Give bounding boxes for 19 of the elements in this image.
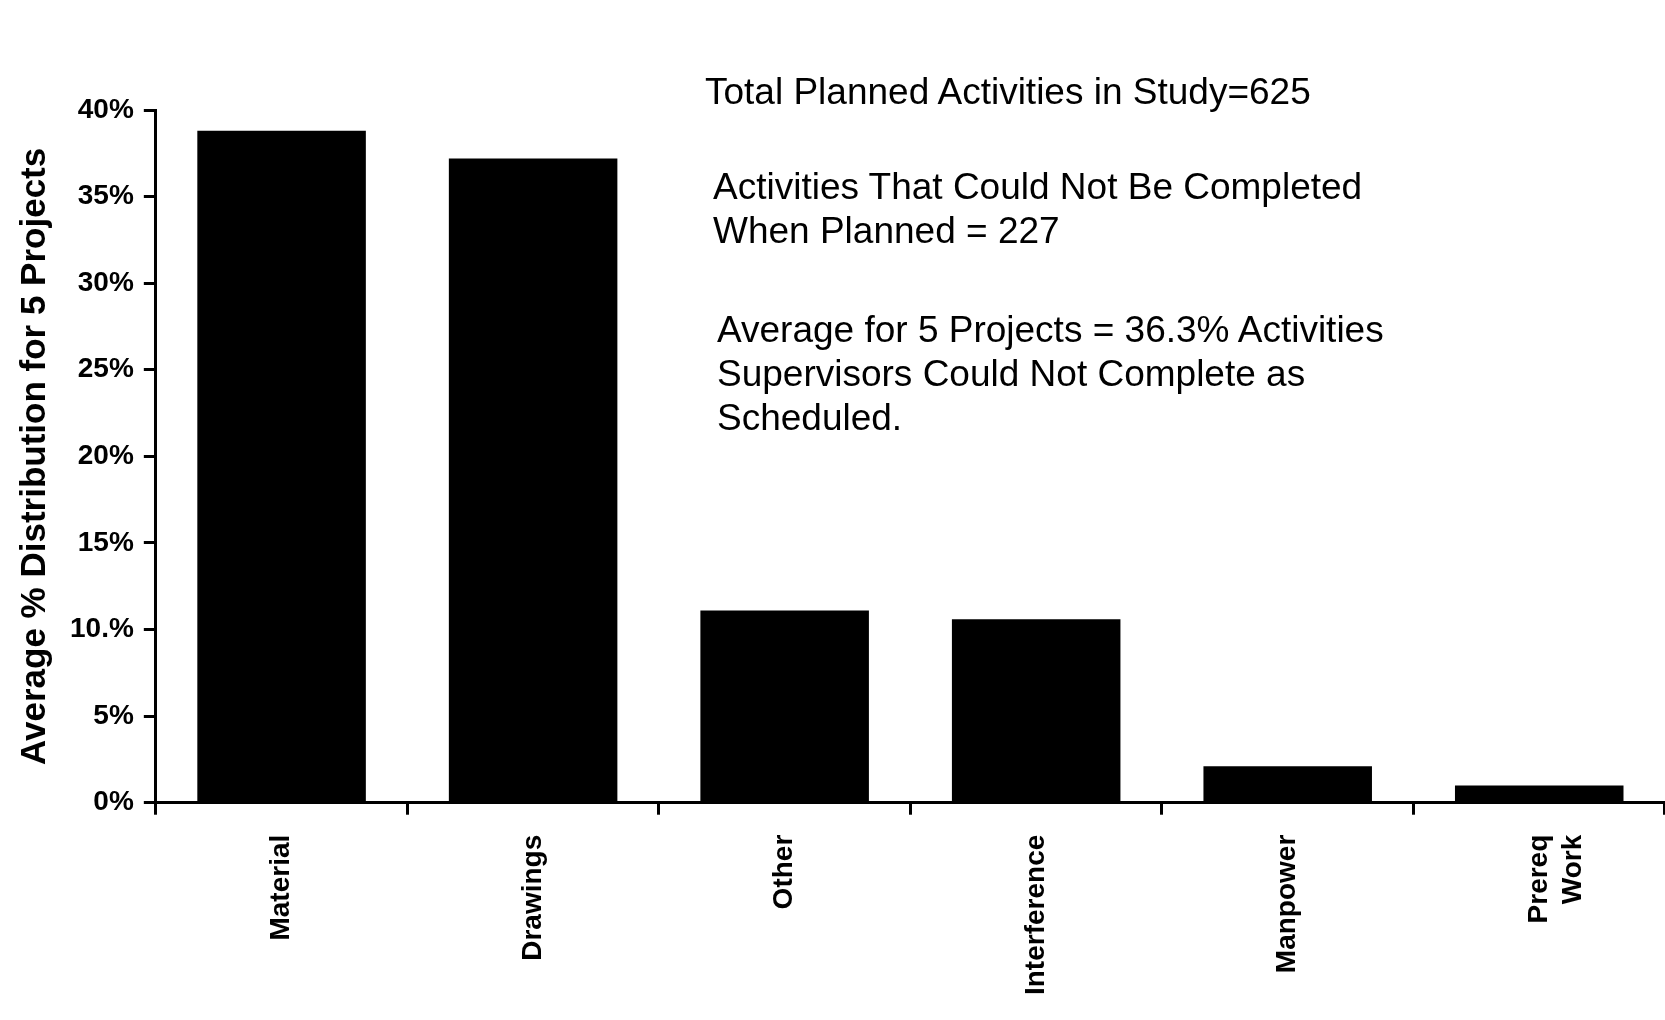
y-tick-label: 15% [77,525,134,557]
annotation: Activities That Could Not Be Completed When Planned = 227 [713,165,1363,253]
y-tick-label: 35% [77,179,134,211]
annotation: Average for 5 Projects = 36.3% Activities Supervisors Could Not Complete as Scheduled. [717,308,1384,440]
y-tick-label: 30% [77,265,134,297]
y-tick-label: 10.% [69,612,134,644]
x-tick-label: Other [767,834,799,910]
y-axis-title: Average % Distribution for 5 Projects [12,147,52,765]
x-tick-label: Manpower [1270,834,1302,974]
x-tick-label: Interference [1018,834,1050,996]
x-tick-label: Drawings [515,834,547,961]
y-tick-label: 5% [93,698,134,730]
y-tick-label: 25% [77,352,134,384]
annotation: Total Planned Activities in Study=625 [705,70,1311,114]
x-tick-label: Prereq Work [1521,834,1587,924]
y-tick-label: 0% [93,785,134,817]
y-tick-label: 40% [77,92,134,124]
y-tick-label: 20% [77,439,134,471]
x-tick-label: Material [264,834,296,941]
